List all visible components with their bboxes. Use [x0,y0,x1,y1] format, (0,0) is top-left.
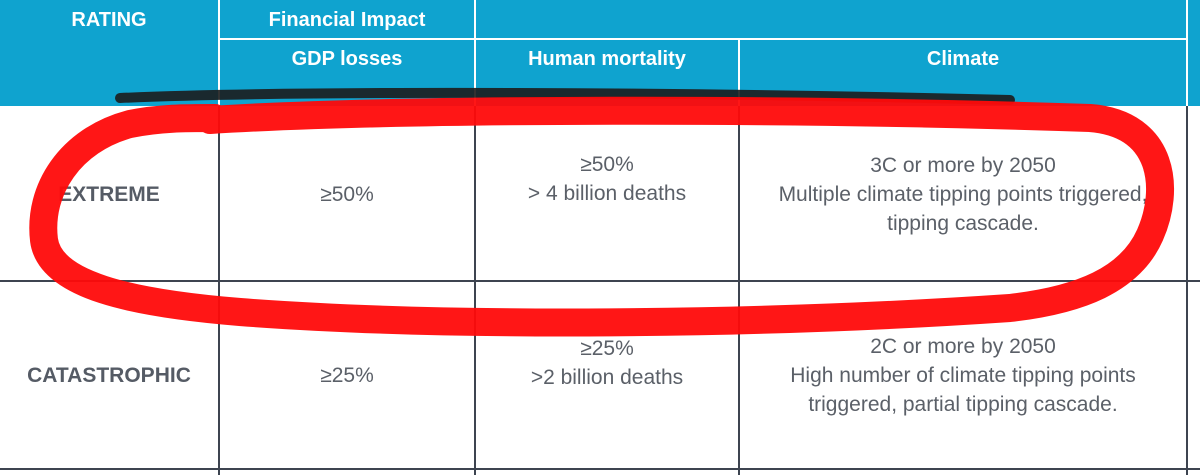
rating-header: RATING [71,9,147,31]
climate-line: triggered, partial tipping cascade. [808,392,1118,416]
mortality-deaths: >2 billion deaths [530,366,684,389]
gdp-value: ≥50% [320,182,374,206]
climate-line: 3C or more by 2050 [870,153,1056,177]
climate-extreme: 3C or more by 2050 Multiple climate tipp… [740,108,1186,280]
climate-line: tipping cascade. [887,211,1039,235]
human-mortality-header: Human mortality [528,48,686,70]
climate-line: 2C or more by 2050 [870,334,1056,358]
climate-header: Climate [926,48,1000,70]
grid-line [0,468,1200,470]
climate-line: High number of climate tipping points [790,363,1136,387]
mortality-deaths: > 4 billion deaths [527,182,687,205]
header-divider [474,0,476,106]
mortality-extreme: ≥50% > 4 billion deaths [476,150,738,250]
climate-catastrophic: 2C or more by 2050 High number of climat… [740,282,1186,468]
gdp-value: ≥25% [320,363,374,387]
header-divider [1186,0,1188,106]
financial-impact-header: Financial Impact [268,9,426,31]
mortality-catastrophic: ≥25% >2 billion deaths [476,334,738,434]
mortality-percent: ≥50% [580,153,634,176]
rating-label: CATASTROPHIC [27,363,191,387]
climate-line: Multiple climate tipping points triggere… [778,182,1148,206]
gdp-losses-header: GDP losses [291,48,403,70]
rating-label: EXTREME [58,182,160,206]
rating-catastrophic: CATASTROPHIC [0,282,218,468]
header-divider [738,40,740,106]
rating-extreme: EXTREME [0,108,218,280]
header-divider [218,0,220,106]
mortality-percent: ≥25% [580,337,634,360]
gdp-catastrophic: ≥25% [220,282,474,468]
header-divider [220,38,1186,40]
gdp-extreme: ≥50% [220,108,474,280]
grid-line [1186,106,1188,475]
